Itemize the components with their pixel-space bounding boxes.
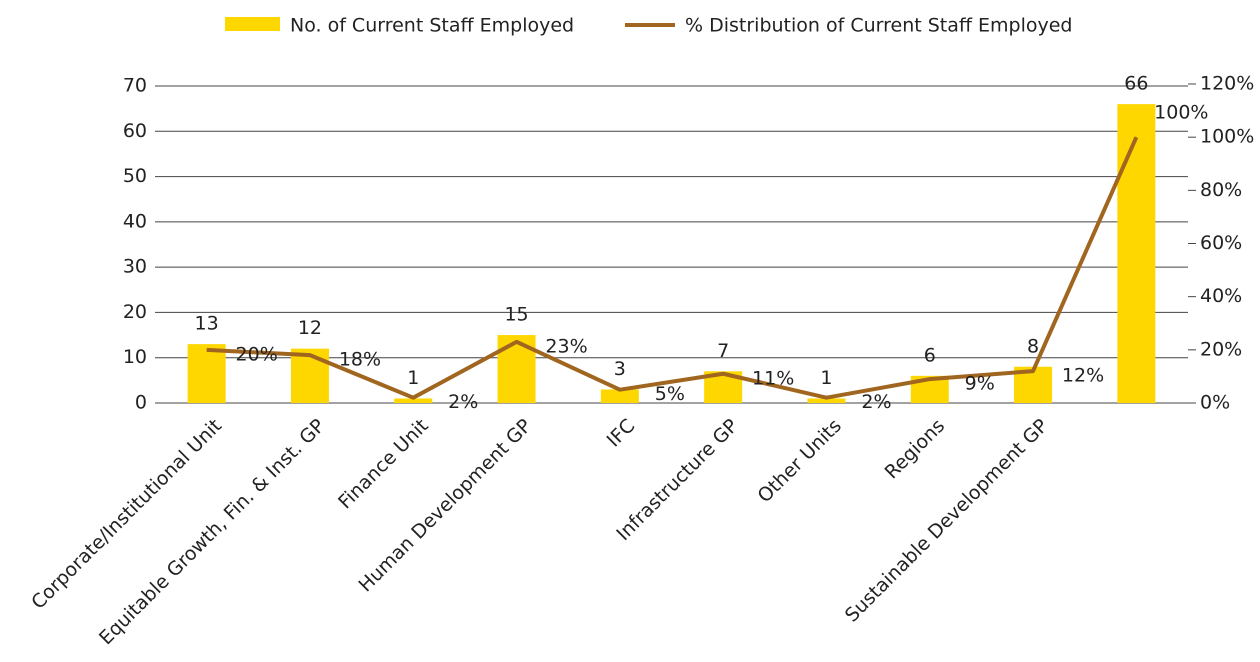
line-value-label: 5% bbox=[655, 383, 685, 405]
bar-value-label: 6 bbox=[924, 344, 936, 366]
y2-tick-label: 80% bbox=[1200, 179, 1242, 201]
bar-value-label: 8 bbox=[1027, 335, 1039, 357]
y2-tick-label: 60% bbox=[1200, 232, 1242, 254]
legend-label: No. of Current Staff Employed bbox=[290, 15, 574, 37]
line-value-label: 2% bbox=[861, 391, 891, 413]
line-value-label: 100% bbox=[1154, 102, 1208, 124]
y2-tick-label: 120% bbox=[1200, 73, 1254, 95]
line-value-label: 12% bbox=[1062, 365, 1104, 387]
line-value-label: 20% bbox=[236, 343, 278, 365]
line-value-label: 18% bbox=[339, 349, 381, 371]
bar-value-label: 7 bbox=[717, 340, 729, 362]
y-tick-label: 70 bbox=[123, 75, 147, 97]
bar-value-label: 1 bbox=[407, 367, 419, 389]
bar bbox=[497, 335, 536, 403]
x-tick-label: Regions bbox=[881, 415, 950, 484]
y-tick-label: 60 bbox=[123, 120, 147, 142]
y-tick-label: 50 bbox=[123, 165, 147, 187]
y2-tick-label: 0% bbox=[1200, 392, 1230, 414]
bar-value-label: 3 bbox=[614, 358, 626, 380]
x-tick-label: Human Development GP bbox=[354, 415, 536, 597]
bar bbox=[394, 398, 433, 403]
y2-tick-label: 40% bbox=[1200, 285, 1242, 307]
y2-tick-label: 100% bbox=[1200, 126, 1254, 148]
line bbox=[206, 136, 1139, 400]
y2-tick-label: 20% bbox=[1200, 338, 1242, 360]
legend-label: % Distribution of Current Staff Employed bbox=[685, 15, 1073, 37]
line-value-label: 23% bbox=[545, 335, 587, 357]
legend-swatch bbox=[225, 17, 280, 31]
x-tick-label: Other Units bbox=[754, 415, 846, 507]
bar-value-label: 1 bbox=[820, 367, 832, 389]
line-value-label: 9% bbox=[965, 373, 995, 395]
bar-value-label: 12 bbox=[298, 317, 322, 339]
y-tick-label: 40 bbox=[123, 210, 147, 232]
x-tick-label: Sustainable Development GP bbox=[841, 415, 1053, 627]
bar-value-label: 66 bbox=[1124, 73, 1148, 95]
bar bbox=[187, 344, 226, 403]
x-tick-label: Corporate/Institutional Unit bbox=[27, 415, 226, 614]
x-tick-label: IFC bbox=[603, 415, 640, 452]
y-tick-label: 30 bbox=[123, 256, 147, 278]
y-tick-label: 20 bbox=[123, 301, 147, 323]
line-value-label: 2% bbox=[448, 391, 478, 413]
y-tick-label: 10 bbox=[123, 346, 147, 368]
bar-value-label: 13 bbox=[195, 313, 219, 335]
bar bbox=[290, 348, 329, 403]
bar bbox=[600, 389, 639, 403]
x-tick-label: Equitable Growth, Fin. & Inst. GP bbox=[95, 415, 329, 649]
x-tick-label: Finance Unit bbox=[334, 415, 433, 514]
line-value-label: 11% bbox=[752, 367, 794, 389]
bar bbox=[807, 398, 846, 403]
bar-value-label: 15 bbox=[504, 304, 528, 326]
y-tick-label: 0 bbox=[135, 392, 147, 414]
bar bbox=[1117, 104, 1156, 403]
